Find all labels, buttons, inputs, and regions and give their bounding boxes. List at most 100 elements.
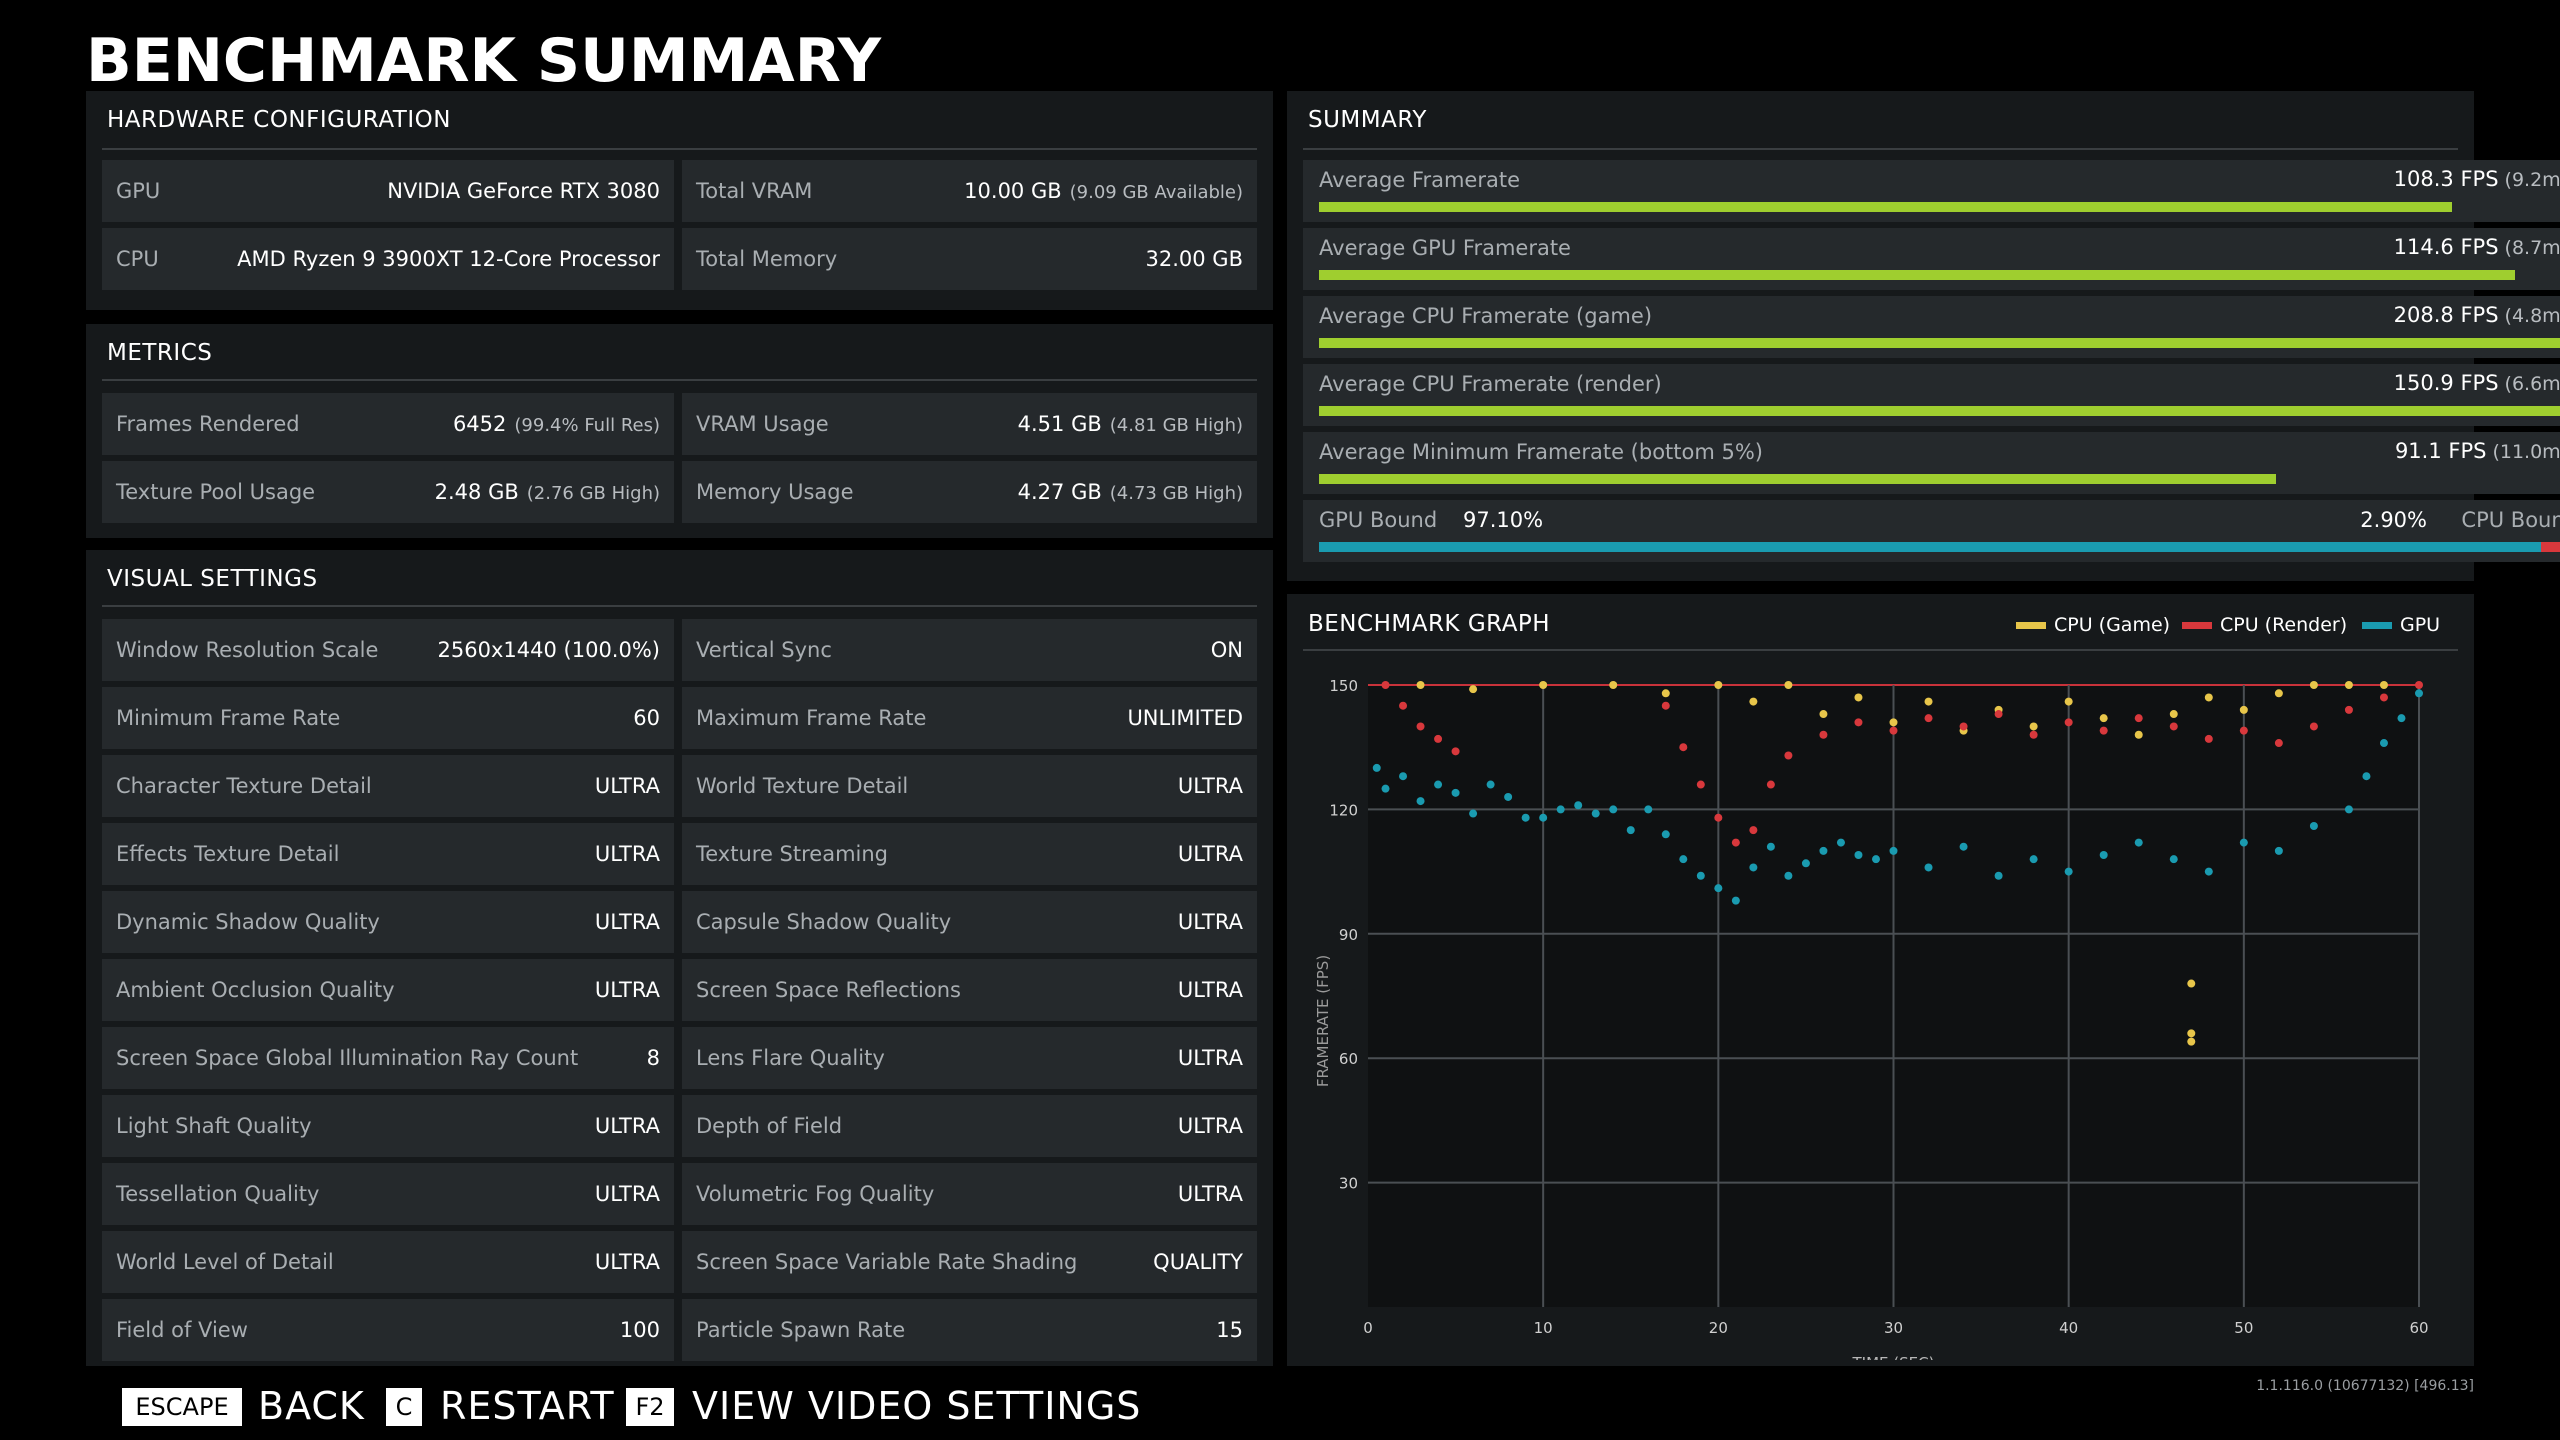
setting-value: ULTRA xyxy=(1177,1182,1243,1206)
y-tick-label: 60 xyxy=(1339,1050,1358,1068)
y-tick-label: 120 xyxy=(1329,801,1358,819)
data-point xyxy=(1959,842,1968,851)
data-point xyxy=(1784,681,1793,689)
data-point xyxy=(1469,809,1478,818)
setting-row-left: Ambient Occlusion Quality ULTRA xyxy=(102,959,674,1021)
gpu-label: GPU xyxy=(116,179,161,203)
data-point xyxy=(1731,838,1740,847)
vram-usage-value: 4.51 GB xyxy=(1017,412,1102,436)
setting-row-left: Screen Space Global Illumination Ray Cou… xyxy=(102,1027,674,1089)
summary-value: 114.6 FPS xyxy=(2393,235,2499,259)
restart-button[interactable]: RESTART xyxy=(440,1384,615,1428)
data-point xyxy=(2099,851,2108,860)
total-memory-cell: Total Memory 32.00 GB xyxy=(682,228,1257,290)
data-point xyxy=(1381,681,1390,689)
setting-row-left: World Level of Detail ULTRA xyxy=(102,1231,674,1293)
cpu-cell: CPU AMD Ryzen 9 3900XT 12-Core Processor xyxy=(102,228,674,290)
summary-row: Average CPU Framerate (game) 208.8 FPS (4… xyxy=(1303,296,2560,358)
vram-usage-label: VRAM Usage xyxy=(696,412,829,436)
setting-value: ULTRA xyxy=(594,910,660,934)
gpu-value: NVIDIA GeForce RTX 3080 xyxy=(387,179,660,203)
summary-bar-fill xyxy=(1319,474,2276,484)
data-point xyxy=(1714,884,1723,893)
legend-item: CPU (Render) xyxy=(2182,614,2347,636)
page-title: BENCHMARK SUMMARY xyxy=(86,26,882,96)
benchmark-graph-title: BENCHMARK GRAPH xyxy=(1308,611,1551,637)
data-point xyxy=(2344,681,2353,689)
data-point xyxy=(2204,867,2213,876)
setting-label: Screen Space Global Illumination Ray Cou… xyxy=(116,1046,579,1070)
gpu-cell: GPU NVIDIA GeForce RTX 3080 xyxy=(102,160,674,222)
data-point xyxy=(1819,730,1828,739)
back-button[interactable]: BACK xyxy=(258,1384,365,1428)
data-point xyxy=(2134,714,2143,723)
summary-label: Average CPU Framerate (game) xyxy=(1319,304,1653,328)
escape-key-badge[interactable]: ESCAPE xyxy=(122,1388,242,1426)
x-axis-label: TIME (SEC) xyxy=(1852,1354,1935,1360)
data-point xyxy=(2029,730,2038,739)
setting-label: Particle Spawn Rate xyxy=(696,1318,906,1342)
data-point xyxy=(1696,780,1705,789)
setting-row-right: Capsule Shadow Quality ULTRA xyxy=(682,891,1257,953)
setting-value: 8 xyxy=(646,1046,660,1070)
data-point xyxy=(1609,681,1618,689)
data-point xyxy=(2187,979,2196,988)
setting-value: 2560x1440 (100.0%) xyxy=(437,638,660,662)
data-point xyxy=(2274,846,2283,855)
gpu-bound-value: 97.10% xyxy=(1463,508,1544,532)
f2-key-badge[interactable]: F2 xyxy=(626,1388,674,1426)
c-key-badge[interactable]: C xyxy=(386,1388,422,1426)
data-point xyxy=(1854,851,1863,860)
summary-panel: SUMMARY Average Framerate 108.3 FPS (9.2m… xyxy=(1287,91,2560,581)
setting-row-left: Effects Texture Detail ULTRA xyxy=(102,823,674,885)
data-point xyxy=(2187,1029,2196,1038)
setting-value: ULTRA xyxy=(594,978,660,1002)
setting-value: 60 xyxy=(633,706,660,730)
data-point xyxy=(2169,722,2178,731)
data-point xyxy=(1924,714,1933,723)
setting-label: Vertical Sync xyxy=(696,638,832,662)
data-point xyxy=(2134,838,2143,847)
setting-row-left: Light Shaft Quality ULTRA xyxy=(102,1095,674,1157)
view-video-settings-button[interactable]: VIEW VIDEO SETTINGS xyxy=(692,1384,1142,1428)
data-point xyxy=(1819,710,1828,719)
summary-value: 91.1 FPS xyxy=(2394,439,2487,463)
legend-item: GPU xyxy=(2362,614,2440,636)
summary-sub: (6.6ms) xyxy=(2504,373,2560,395)
summary-bar-fill xyxy=(1319,338,2560,348)
vram-usage-sub: (4.81 GB High) xyxy=(1109,415,1243,436)
data-point xyxy=(1959,722,1968,731)
summary-bar-fill xyxy=(1319,406,2560,416)
data-point xyxy=(1784,751,1793,760)
summary-label: Average Framerate xyxy=(1319,168,1520,192)
data-point xyxy=(1486,780,1495,789)
data-point xyxy=(1889,726,1898,735)
data-point xyxy=(1889,718,1898,727)
setting-label: Ambient Occlusion Quality xyxy=(116,978,395,1002)
data-point xyxy=(1539,813,1548,822)
setting-row-right: Volumetric Fog Quality ULTRA xyxy=(682,1163,1257,1225)
data-point xyxy=(2309,821,2318,830)
data-point xyxy=(1801,859,1810,868)
hardware-panel: HARDWARE CONFIGURATION GPU NVIDIA GeForc… xyxy=(86,91,1273,310)
data-point xyxy=(1434,734,1443,743)
data-point xyxy=(2415,689,2423,698)
summary-bar-track xyxy=(1319,338,2560,348)
setting-label: Screen Space Variable Rate Shading xyxy=(696,1250,1078,1274)
x-tick-label: 60 xyxy=(2409,1319,2428,1337)
memory-usage-value: 4.27 GB xyxy=(1017,480,1102,504)
metrics-title: METRICS xyxy=(107,340,213,366)
summary-value: 208.8 FPS xyxy=(2393,303,2499,327)
x-tick-label: 30 xyxy=(1884,1319,1903,1337)
x-tick-label: 0 xyxy=(1363,1319,1373,1337)
setting-row-right: Particle Spawn Rate 15 xyxy=(682,1299,1257,1361)
gpu-bound-fill xyxy=(1319,542,2542,552)
frames-rendered-sub: (99.4% Full Res) xyxy=(514,415,660,436)
data-point xyxy=(1731,896,1740,905)
y-tick-label: 150 xyxy=(1329,677,1358,695)
data-point xyxy=(1994,871,2003,880)
data-point xyxy=(2064,718,2073,727)
summary-row: Average GPU Framerate 114.6 FPS(8.7ms) xyxy=(1303,228,2560,290)
summary-bar-fill xyxy=(1319,270,2516,280)
hardware-title: HARDWARE CONFIGURATION xyxy=(107,107,451,133)
